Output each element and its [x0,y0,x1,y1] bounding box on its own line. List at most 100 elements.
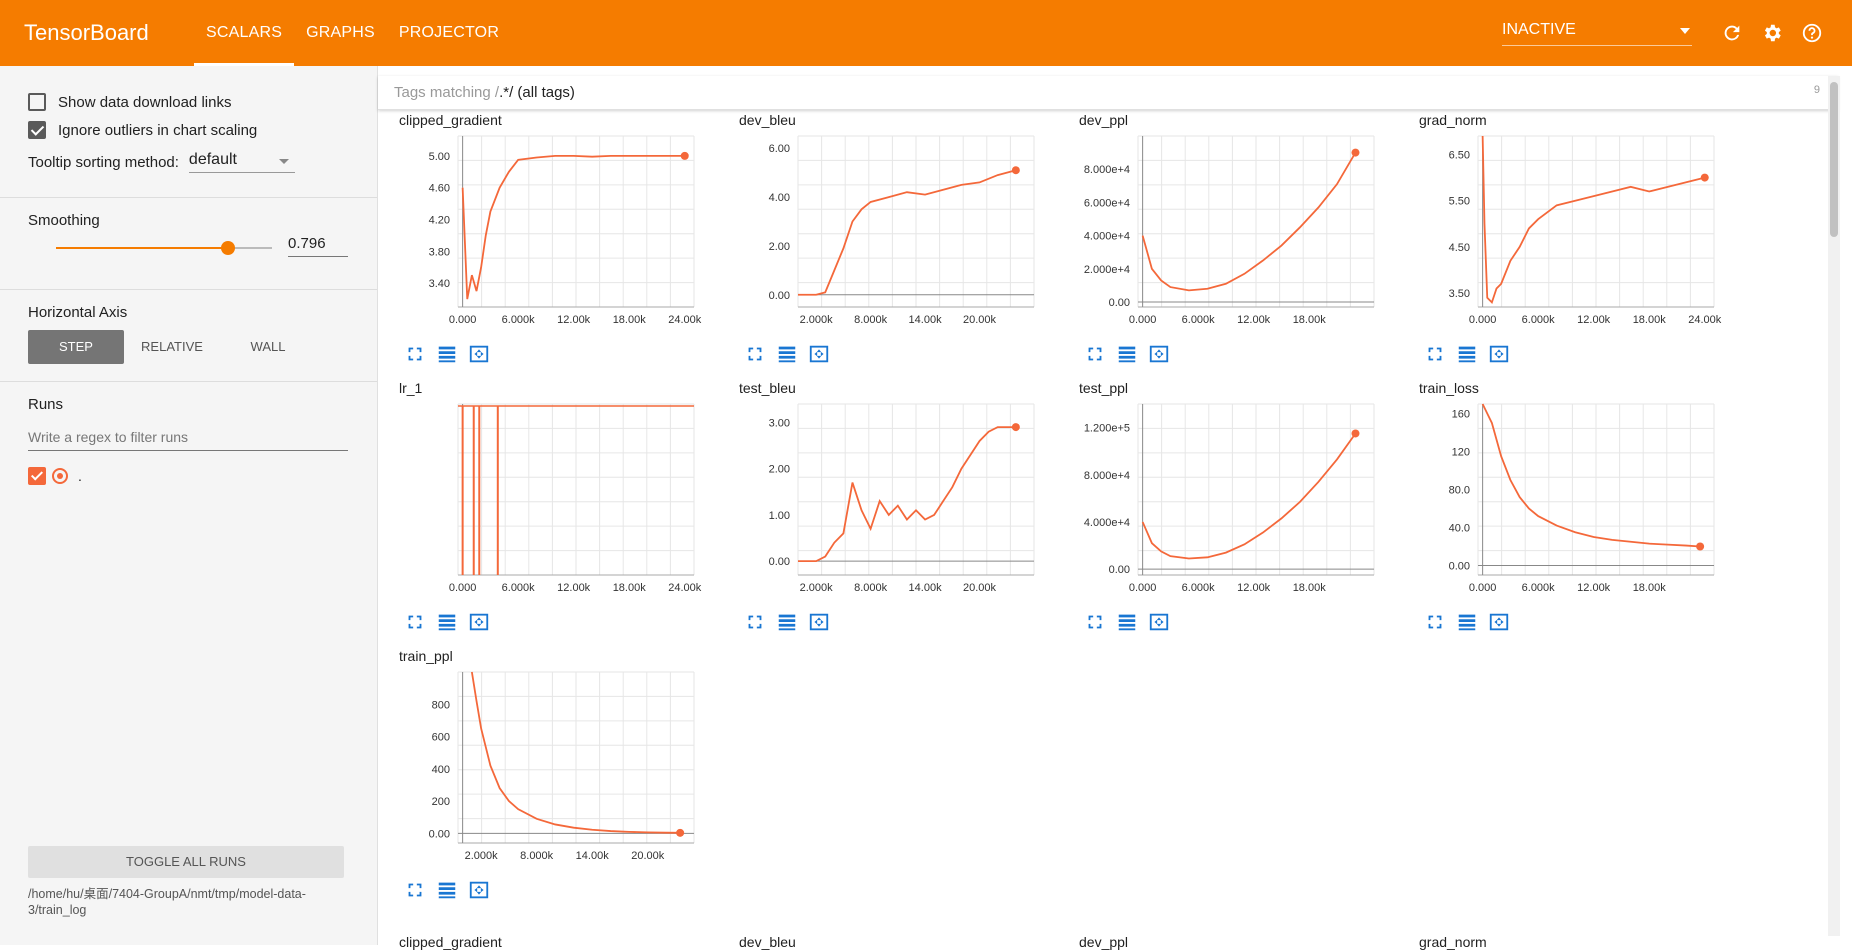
settings-icon[interactable] [1752,13,1792,53]
chart-card-lr-1: lr_1 0.000 6.000k 12.00k 18.00k 24.00k [378,380,718,648]
x-tick-label: 8.000k [520,850,554,862]
tab-scalars[interactable]: SCALARS [194,0,295,66]
tab-projector[interactable]: PROJECTOR [398,24,500,41]
tooltip-sorting-select[interactable]: default [188,151,295,173]
fullscreen-icon[interactable] [404,343,426,365]
series-endpoint [1700,173,1709,182]
plugin-status-dropdown[interactable]: INACTIVE [1502,21,1692,46]
data-series-icon[interactable] [436,879,458,901]
run-row[interactable]: . [28,461,349,491]
y-tick-label: 6.00 [769,143,790,155]
y-tick-label: 0.00 [769,556,790,568]
chart-svg[interactable]: 0.000 6.000k 12.00k 18.00k 24.00k [378,398,718,608]
axis-relative-button[interactable]: RELATIVE [141,339,203,354]
x-tick-label: 18.00k [1293,314,1327,326]
toggle-all-runs-button[interactable]: TOGGLE ALL RUNS [28,846,344,878]
x-tick-label: 12.00k [1577,582,1611,594]
chart-svg[interactable]: 0.000 6.000k 12.00k 18.00k 0.00 4.000e+4 8.000… [1058,398,1398,608]
data-series-icon[interactable] [1456,343,1478,365]
fullscreen-icon[interactable] [1424,343,1446,365]
runs-filter-input[interactable]: Write a regex to filter runs [28,429,348,451]
y-tick-label: 80.0 [1449,485,1470,497]
data-series-icon[interactable] [1116,343,1138,365]
fit-domain-icon[interactable] [1488,611,1510,633]
smoothing-slider[interactable]: 0.796 [0,229,349,269]
data-series-icon[interactable] [436,343,458,365]
smoothing-value-input[interactable]: 0.796 [288,235,348,257]
chart-svg[interactable]: 2.000k 8.000k 14.00k 20.00k 0.00 200 400 600 800 [378,666,718,876]
help-icon[interactable] [1792,13,1832,53]
y-tick-label: 5.00 [429,151,450,163]
partial-card-title: dev_bleu [739,934,796,950]
chart-svg[interactable]: 0.000 6.000k 12.00k 18.00k 24.00k 3.40 3.80 4.2… [378,130,718,340]
chart-actions [404,343,490,365]
chart-svg[interactable]: 0.000 6.000k 12.00k 18.00k 24.00k 3.50 4.50 5.5… [1398,130,1738,340]
fullscreen-icon[interactable] [1084,611,1106,633]
chevron-down-icon [278,159,289,164]
app-title: TensorBoard [24,20,149,45]
chart-title: lr_1 [399,380,423,396]
fullscreen-icon[interactable] [404,611,426,633]
slider-knob[interactable] [220,241,235,255]
x-tick-label: 14.00k [576,850,610,862]
x-tick-label: 0.000 [449,314,477,326]
horizontal-axis-buttons: STEP RELATIVE WALL [28,327,349,367]
fit-domain-icon[interactable] [808,611,830,633]
x-tick-label: 18.00k [1633,582,1667,594]
fit-domain-icon[interactable] [808,343,830,365]
tag-filter-regex[interactable]: .* [499,84,510,101]
fit-domain-icon[interactable] [468,879,490,901]
tooltip-sorting-row: Tooltip sorting method: default [28,144,349,180]
fullscreen-icon[interactable] [1424,611,1446,633]
fullscreen-icon[interactable] [744,343,766,365]
fullscreen-icon[interactable] [744,611,766,633]
scrollbar[interactable] [1828,76,1840,936]
scrollbar-thumb[interactable] [1830,82,1838,237]
y-tick-label: 4.60 [429,183,450,195]
series-endpoint [1696,542,1705,551]
series-endpoint [1351,429,1360,438]
fit-domain-icon[interactable] [468,611,490,633]
refresh-icon[interactable] [1712,13,1752,53]
x-tick-label: 18.00k [1633,314,1667,326]
tag-filter-bar[interactable]: Tags matching /.*/ (all tags) 9 [378,76,1838,110]
data-series-icon[interactable] [436,611,458,633]
axis-wall-button[interactable]: WALL [250,339,286,354]
fullscreen-icon[interactable] [404,879,426,901]
fit-domain-icon[interactable] [1148,343,1170,365]
y-tick-label: 4.000e+4 [1084,231,1130,243]
main-content: Tags matching /.*/ (all tags) 9 clipped_… [378,66,1840,950]
horizontal-axis-label: Horizontal Axis [28,304,128,321]
run-checkbox[interactable] [28,467,46,485]
chart-svg[interactable]: 0.000 6.000k 12.00k 18.00k 0.00 2.000e+4 4.000… [1058,130,1398,340]
run-color-radio[interactable] [52,468,68,484]
y-tick-label: 2.00 [769,464,790,476]
chart-svg[interactable]: 2.000k 8.000k 14.00k 20.00k 0.00 1.00 2.00 3.00 [718,398,1058,608]
data-series-icon[interactable] [776,611,798,633]
ignore-outliers-checkbox[interactable]: Ignore outliers in chart scaling [28,116,349,144]
data-series-icon[interactable] [1116,611,1138,633]
fit-domain-icon[interactable] [1488,343,1510,365]
x-tick-label: 6.000k [1522,582,1556,594]
series-line [798,426,1016,563]
x-tick-label: 6.000k [1182,314,1216,326]
series-line [1481,135,1705,305]
data-series-icon[interactable] [1456,611,1478,633]
y-tick-label: 3.80 [429,246,450,258]
fit-domain-icon[interactable] [468,343,490,365]
y-tick-label: 8.000e+4 [1084,164,1130,176]
y-tick-label: 3.00 [769,417,790,429]
chart-svg[interactable]: 2.000k 8.000k 14.00k 20.00k 0.00 2.00 4.00 6.00 [718,130,1058,340]
run-name: . [78,468,82,484]
tab-graphs[interactable]: GRAPHS [306,24,375,41]
x-tick-label: 12.00k [1237,314,1271,326]
chart-svg[interactable]: 0.000 6.000k 12.00k 18.00k 0.00 40.0 80.0 120 16… [1398,398,1738,608]
x-tick-label: 2.000k [800,314,834,326]
chart-card-train-loss: train_loss 0.000 6.000k 12.00k 18.00k 0.00 40.… [1398,380,1738,648]
show-download-links-checkbox[interactable]: Show data download links [28,88,349,116]
x-tick-label: 6.000k [502,314,536,326]
fit-domain-icon[interactable] [1148,611,1170,633]
axis-step-button[interactable]: STEP [28,330,124,364]
data-series-icon[interactable] [776,343,798,365]
fullscreen-icon[interactable] [1084,343,1106,365]
